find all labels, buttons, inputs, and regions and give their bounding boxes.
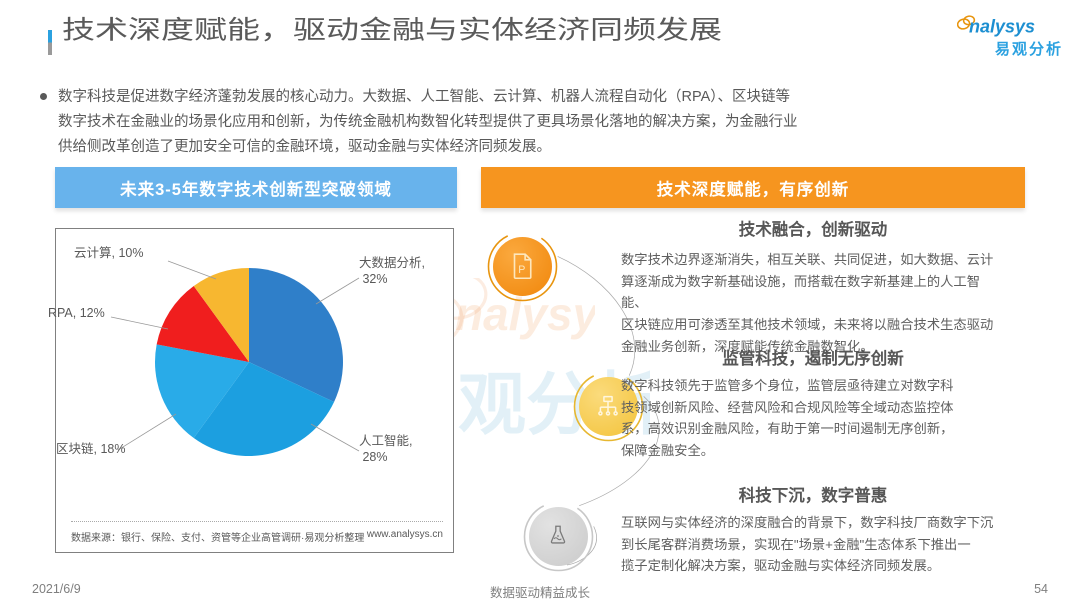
svg-text:P: P [518,264,525,276]
